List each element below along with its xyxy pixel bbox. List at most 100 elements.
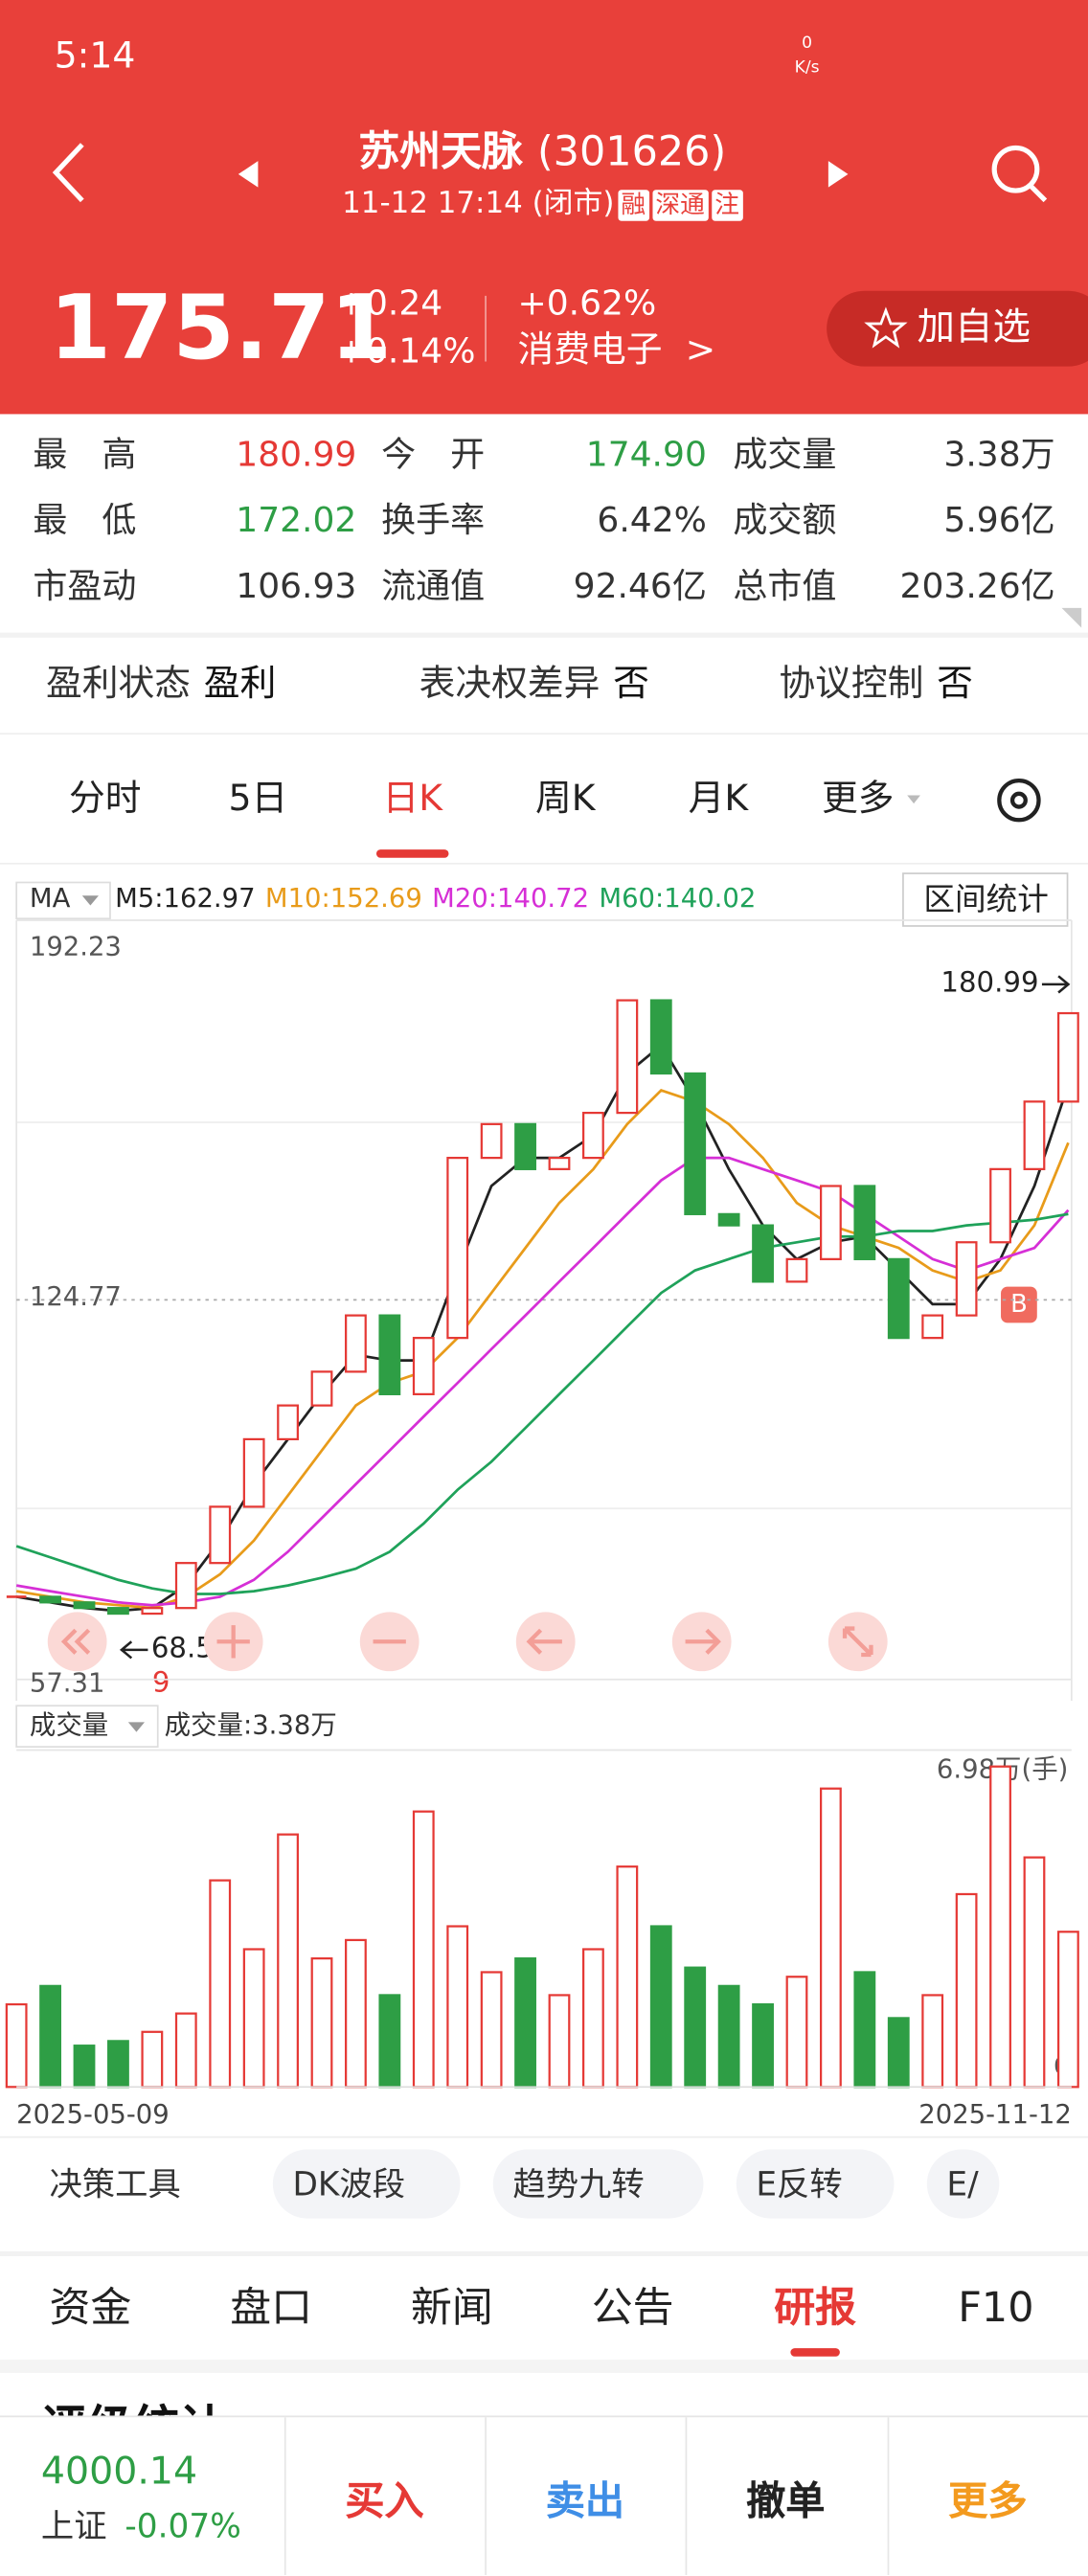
y-tick-label: 57.31 [30, 1668, 105, 1698]
period-tab[interactable]: 月K [688, 779, 749, 821]
footer-button[interactable]: 买入 [345, 2477, 424, 2524]
period-tab[interactable]: 日K [382, 779, 442, 821]
stat-value: 172.02 [236, 500, 357, 540]
search-icon[interactable] [991, 145, 1040, 193]
tool-label[interactable]: E/ [946, 2163, 979, 2204]
volume-selector[interactable]: 成交量 [29, 1708, 109, 1741]
ma-legend: M5:162.97 M10:152.69 M20:140.72 M60:140.02 [115, 885, 766, 912]
icon [216, 1625, 250, 1659]
candle [480, 1122, 503, 1160]
bottom-tab[interactable]: 公告 [591, 2283, 674, 2332]
subtitle: 11-12 17:14 (闭市) 融深通注 [342, 189, 743, 221]
bottom-tab[interactable]: F10 [958, 2283, 1034, 2332]
x-label: 2025-11-12 [918, 2098, 1072, 2130]
ma-caret[interactable] [81, 895, 99, 906]
candle [887, 1257, 910, 1340]
bottom-tab[interactable]: 研报 [774, 2283, 857, 2332]
footer-button[interactable]: 更多 [948, 2477, 1028, 2524]
candle [989, 1167, 1011, 1244]
vol-caret[interactable] [127, 1722, 146, 1732]
range-button[interactable]: 区间统计 [923, 881, 1049, 918]
tool-chip[interactable] [492, 2149, 704, 2219]
stat-label: 成交额 [733, 500, 837, 540]
candle [345, 1314, 367, 1373]
legend-item: M60:140.02 [599, 882, 757, 915]
volume-bar [378, 1994, 401, 2089]
sector-name[interactable]: 消费电子 [517, 329, 663, 372]
tag: 融 [617, 190, 649, 221]
candle [73, 1601, 96, 1610]
candle [616, 999, 639, 1115]
stat-value: 3.38万 [943, 434, 1055, 475]
stat-label: 今 开 [381, 434, 486, 475]
volume-bar [921, 1994, 944, 2089]
candle [785, 1257, 808, 1283]
count-label: 9 [151, 1666, 170, 1701]
volume-bar [514, 1956, 536, 2089]
candle [684, 1072, 707, 1215]
index-change[interactable]: -0.07% [125, 2505, 241, 2546]
settings-icon[interactable] [1009, 791, 1028, 809]
candle [446, 1156, 469, 1340]
x-label: 2025-05-09 [16, 2098, 170, 2130]
candle [514, 1122, 536, 1170]
volume-bar [73, 2045, 96, 2089]
high-label: 180.99 [941, 966, 1039, 1001]
candle [717, 1212, 740, 1227]
search-icon[interactable] [1029, 184, 1048, 203]
range-box[interactable] [902, 872, 1069, 927]
change: +0.24 [336, 283, 443, 324]
prev-icon[interactable] [238, 161, 259, 188]
period-tab[interactable]: 周K [535, 779, 596, 821]
legend-item: M5:162.97 [115, 882, 256, 915]
candle [853, 1185, 876, 1260]
tool-label[interactable]: E反转 [756, 2163, 843, 2204]
ma-box[interactable] [15, 881, 111, 920]
tool-chip[interactable] [272, 2149, 461, 2219]
watch-button[interactable] [827, 290, 1088, 367]
settings-icon[interactable] [997, 778, 1041, 823]
period-tab[interactable]: 更多 [821, 779, 895, 821]
period-tab[interactable]: 分时 [69, 779, 142, 821]
icon [842, 1626, 873, 1658]
tab-underline [790, 2348, 840, 2357]
ma-line [15, 1043, 1070, 1613]
candle [174, 1562, 197, 1610]
vol-box[interactable] [15, 1705, 159, 1748]
candle [412, 1337, 435, 1396]
tool-label[interactable]: 决策工具 [49, 2163, 181, 2204]
volume-bar [209, 1879, 232, 2089]
volume-bar [345, 1938, 367, 2089]
candle [242, 1437, 265, 1508]
buy-marker-bg [1001, 1286, 1037, 1323]
bottom-tab[interactable]: 新闻 [410, 2283, 493, 2332]
next-icon[interactable] [827, 161, 849, 188]
tool-label[interactable]: 趋势九转 [512, 2163, 645, 2204]
tool-label[interactable]: DK波段 [292, 2163, 406, 2204]
footer [0, 2415, 1088, 2575]
footer-button[interactable]: 卖出 [545, 2477, 625, 2524]
sep [0, 733, 1088, 735]
star-icon[interactable] [864, 306, 908, 349]
footer-button[interactable]: 撤单 [746, 2477, 826, 2524]
tool-chip[interactable] [926, 2149, 1000, 2219]
period-tab[interactable]: 5日 [228, 779, 288, 821]
stat-label: 市盈动 [33, 566, 137, 606]
tool-chip[interactable] [736, 2149, 895, 2219]
candle [39, 1595, 61, 1604]
info-value: 否 [613, 664, 649, 706]
bottom-tab[interactable]: 盘口 [230, 2283, 313, 2332]
watch-label[interactable]: 加自选 [917, 306, 1031, 350]
bottom-tab[interactable]: 资金 [49, 2283, 132, 2332]
back-icon[interactable] [52, 143, 84, 203]
sector[interactable]: 消费电子 > [517, 329, 716, 372]
volume-bar [277, 1833, 299, 2089]
tag: 注 [711, 190, 743, 221]
stat-label: 成交量 [733, 434, 837, 475]
index-value[interactable]: 4000.14 [40, 2451, 198, 2495]
sector-arrow[interactable]: > [685, 329, 716, 372]
ma-selector[interactable]: MA [29, 882, 71, 915]
index-name[interactable]: 上证 [40, 2505, 107, 2546]
change-pct: +0.14% [336, 330, 476, 371]
more-caret[interactable] [907, 795, 920, 804]
